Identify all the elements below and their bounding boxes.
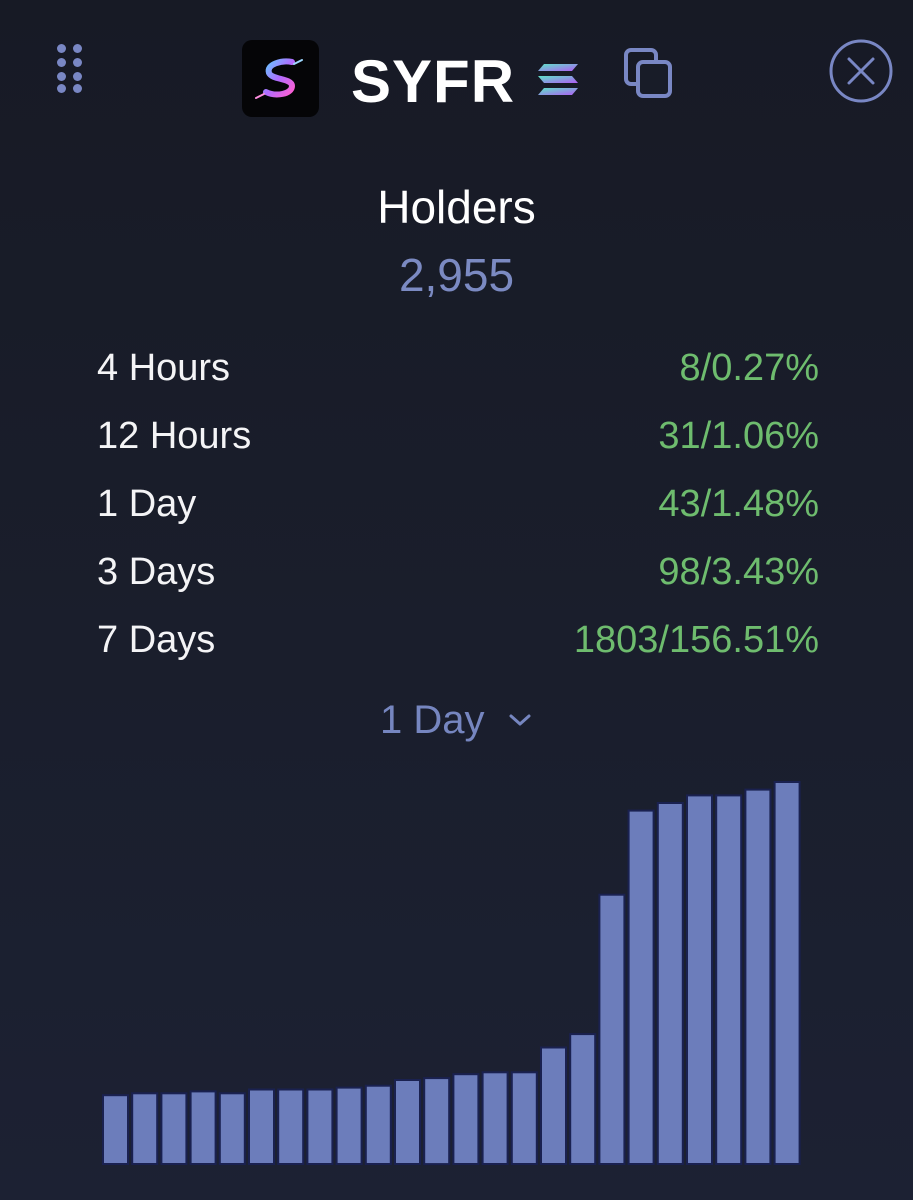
stat-label: 12 Hours	[97, 415, 252, 457]
stat-row-3-days: 3 Days 98/3.43%	[97, 544, 819, 612]
stat-row-1-day: 1 Day 43/1.48%	[97, 476, 819, 544]
stat-label: 7 Days	[97, 619, 216, 661]
token-logo	[242, 40, 319, 117]
stat-label: 1 Day	[97, 483, 197, 525]
stat-value: 31/1.06%	[658, 415, 819, 457]
stat-value: 1803/156.51%	[573, 619, 819, 661]
stat-label: 4 Hours	[97, 347, 231, 389]
chart-bar	[423, 1077, 451, 1166]
chart-bar	[394, 1079, 421, 1165]
chart-bar	[335, 1086, 363, 1166]
period-dropdown-label: 1 Day	[380, 698, 485, 742]
chart-bar	[715, 794, 743, 1166]
chart-bar	[510, 1071, 538, 1165]
close-circle-icon[interactable]	[828, 38, 894, 104]
chart-bar	[218, 1092, 246, 1165]
chart-bar	[364, 1084, 392, 1166]
holders-title: Holders	[377, 181, 536, 233]
stat-label: 3 Days	[97, 551, 216, 593]
chart-bar	[656, 802, 684, 1165]
chart-bar	[248, 1088, 275, 1165]
stat-value: 43/1.48%	[658, 483, 819, 525]
chart-bar	[744, 788, 772, 1165]
chart-bar	[189, 1090, 217, 1165]
syfr-s-logo-icon	[255, 58, 303, 99]
solana-icon	[538, 64, 578, 95]
holder-change-list: 4 Hours 8/0.27% 12 Hours 31/1.06% 1 Day …	[97, 340, 819, 680]
chart-bar	[598, 893, 626, 1165]
holders-count: 2,955	[398, 249, 515, 301]
chart-bar	[773, 781, 801, 1165]
holders-bar-chart	[102, 781, 801, 1166]
chevron-down-icon	[509, 714, 531, 726]
stat-value: 98/3.43%	[658, 551, 819, 593]
stat-row-12-hours: 12 Hours 31/1.06%	[97, 408, 819, 476]
period-dropdown[interactable]: 1 Day	[0, 694, 913, 746]
grip-dots-icon[interactable]	[55, 42, 87, 96]
chart-bar	[481, 1071, 509, 1165]
chart-bar	[686, 794, 713, 1166]
token-header: SYFR	[0, 0, 913, 150]
stat-row-4-hours: 4 Hours 8/0.27%	[97, 340, 819, 408]
chart-bar	[627, 809, 655, 1165]
token-symbol: SYFR	[351, 48, 516, 115]
chart-bar	[540, 1046, 567, 1165]
chart-bar	[306, 1088, 334, 1165]
chart-bar	[131, 1092, 159, 1165]
chart-bar	[569, 1033, 597, 1165]
chart-bar	[102, 1094, 129, 1166]
stat-value: 8/0.27%	[679, 347, 819, 389]
stat-row-7-days: 7 Days 1803/156.51%	[97, 612, 819, 680]
chart-bar	[277, 1088, 305, 1165]
chart-bar	[160, 1092, 188, 1165]
copy-icon[interactable]	[622, 46, 676, 100]
chart-bar	[452, 1073, 480, 1166]
